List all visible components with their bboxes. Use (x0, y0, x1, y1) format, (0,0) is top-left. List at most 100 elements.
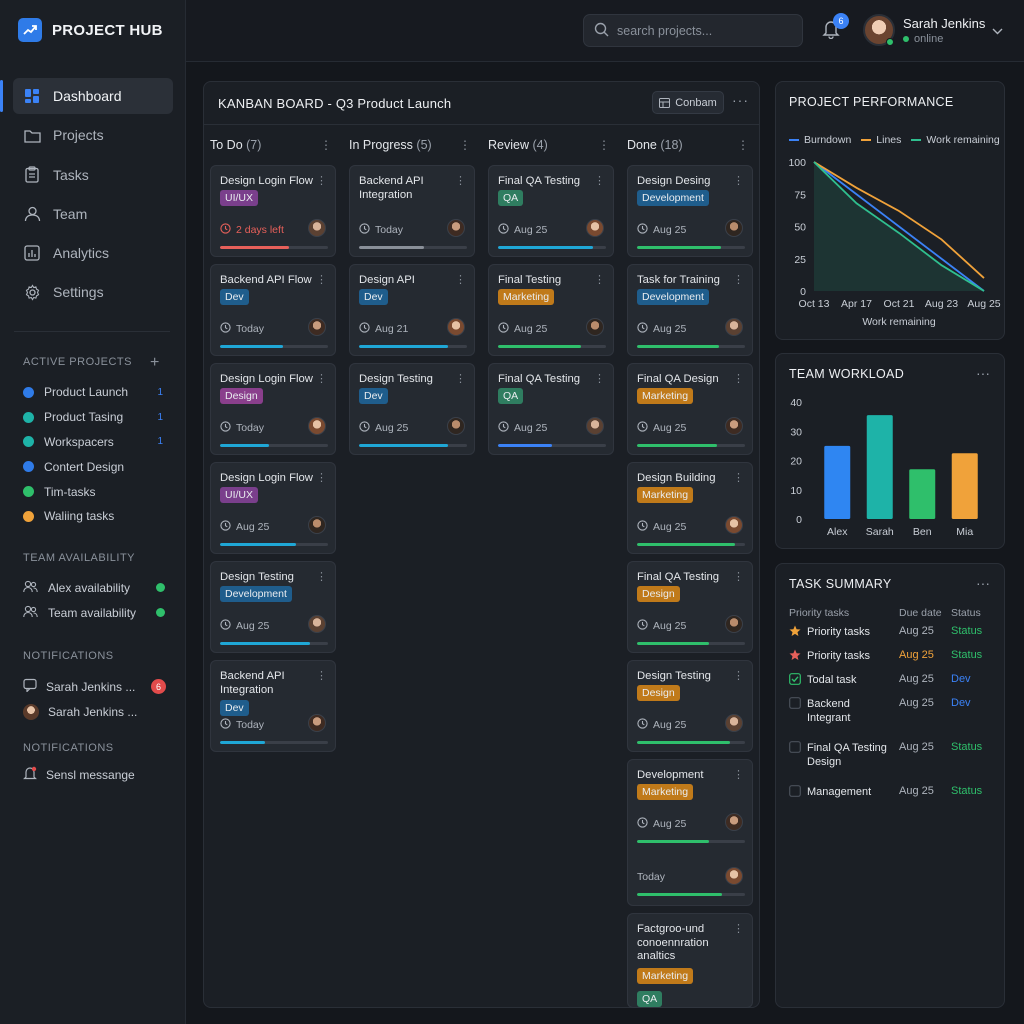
task-card[interactable]: Design Desing ⋮ Development Aug 25 (627, 165, 753, 257)
card-menu-icon[interactable]: ⋮ (733, 472, 744, 484)
task-card[interactable]: Final Testing ⋮ Marketing Aug 25 (488, 264, 614, 356)
assignee-avatar[interactable] (447, 417, 465, 435)
progress-fill (220, 642, 310, 645)
column-menu-icon[interactable]: ⋮ (459, 138, 471, 152)
notification-item[interactable]: Sarah Jenkins ... (23, 699, 168, 724)
project-item[interactable]: Product Launch 1 (23, 380, 168, 405)
nav-item-dashboard[interactable]: Dashboard (0, 78, 173, 114)
nav-item-tasks[interactable]: Tasks (13, 157, 173, 193)
card-menu-icon[interactable]: ⋮ (733, 769, 744, 781)
availability-item[interactable]: Team availability (23, 600, 168, 625)
assignee-avatar[interactable] (586, 417, 604, 435)
task-card[interactable]: Final QA Testing ⋮ Design Aug 25 (627, 561, 753, 653)
card-menu-icon[interactable]: ⋮ (316, 175, 327, 187)
card-menu-icon[interactable]: ⋮ (733, 571, 744, 583)
view-toggle-button[interactable]: Conbam (652, 91, 724, 114)
notification-item[interactable]: Sarah Jenkins ... 6 (23, 674, 168, 699)
assignee-avatar[interactable] (308, 714, 326, 732)
add-project-icon[interactable]: + (150, 354, 160, 371)
assignee-avatar[interactable] (725, 219, 743, 237)
task-card[interactable]: Backend API Flow ⋮ Dev Today (210, 264, 336, 356)
project-item[interactable]: Contert Design (23, 454, 168, 479)
task-card[interactable]: Design API ⋮ Dev Aug 21 (349, 264, 475, 356)
user-name[interactable]: Sarah Jenkins (903, 16, 986, 31)
project-item[interactable]: Workspacers 1 (23, 430, 168, 455)
task-card[interactable]: Final QA Testing ⋮ QA Aug 25 (488, 165, 614, 257)
card-menu-icon[interactable]: ⋮ (733, 670, 744, 682)
task-card[interactable]: Design Login Flow ⋮ UI/UX 2 days left (210, 165, 336, 257)
more-options-icon[interactable]: ··· (976, 365, 990, 381)
card-menu-icon[interactable]: ⋮ (316, 274, 327, 286)
assignee-avatar[interactable] (725, 417, 743, 435)
assignee-avatar[interactable] (447, 219, 465, 237)
checkbox-icon[interactable] (789, 741, 801, 753)
search-input[interactable] (617, 23, 787, 38)
card-menu-icon[interactable]: ⋮ (594, 373, 605, 385)
card-menu-icon[interactable]: ⋮ (455, 373, 466, 385)
assignee-avatar[interactable] (308, 516, 326, 534)
card-menu-icon[interactable]: ⋮ (455, 274, 466, 286)
project-item[interactable]: Waliing tasks (23, 504, 168, 529)
card-menu-icon[interactable]: ⋮ (455, 175, 466, 187)
nav-item-team[interactable]: Team (13, 196, 173, 232)
progress-bar (637, 444, 745, 447)
more-options-icon[interactable]: ··· (976, 575, 990, 591)
card-menu-icon[interactable]: ⋮ (316, 373, 327, 385)
progress-bar (637, 741, 745, 744)
card-menu-icon[interactable]: ⋮ (733, 274, 744, 286)
nav-item-analytics[interactable]: Analytics (13, 235, 173, 271)
card-menu-icon[interactable]: ⋮ (316, 571, 327, 583)
message-item[interactable]: Sensl messange (23, 762, 168, 787)
assignee-avatar[interactable] (725, 813, 743, 831)
search-box[interactable] (583, 14, 803, 47)
project-item[interactable]: Tim-tasks (23, 479, 168, 504)
chevron-down-icon[interactable] (992, 24, 1003, 38)
card-title: Design API (359, 274, 415, 286)
assignee-avatar[interactable] (308, 219, 326, 237)
assignee-avatar[interactable] (725, 867, 743, 885)
card-menu-icon[interactable]: ⋮ (733, 175, 744, 187)
assignee-avatar[interactable] (725, 516, 743, 534)
task-card[interactable]: Final QA Design ⋮ Marketing Aug 25 (627, 363, 753, 455)
assignee-avatar[interactable] (308, 417, 326, 435)
task-card[interactable]: Backend API Integration ⋮ Today (349, 165, 475, 257)
assignee-avatar[interactable] (447, 318, 465, 336)
card-menu-icon[interactable]: ⋮ (594, 274, 605, 286)
card-menu-icon[interactable]: ⋮ (594, 175, 605, 187)
card-menu-icon[interactable]: ⋮ (316, 472, 327, 484)
nav-item-settings[interactable]: Settings (13, 274, 173, 310)
assignee-avatar[interactable] (725, 714, 743, 732)
task-card[interactable]: Task for Training ⋮ Development Aug 25 (627, 264, 753, 356)
task-card[interactable]: Design Login Flow ⋮ Design Today (210, 363, 336, 455)
nav-item-projects[interactable]: Projects (13, 117, 173, 153)
checkbox-icon[interactable] (789, 785, 801, 797)
card-menu-icon[interactable]: ⋮ (733, 923, 744, 935)
more-options-icon[interactable]: ··· (732, 92, 749, 108)
card-menu-icon[interactable]: ⋮ (733, 373, 744, 385)
task-card[interactable]: Design Building ⋮ Marketing Aug 25 (627, 462, 753, 554)
column-menu-icon[interactable]: ⋮ (320, 138, 332, 152)
assignee-avatar[interactable] (308, 615, 326, 633)
assignee-avatar[interactable] (586, 219, 604, 237)
assignee-avatar[interactable] (725, 615, 743, 633)
task-name: Management (807, 786, 872, 798)
project-item[interactable]: Product Tasing 1 (23, 405, 168, 430)
task-card[interactable]: Final QA Testing ⋮ QA Aug 25 (488, 363, 614, 455)
app-logo[interactable]: PROJECT HUB (18, 18, 163, 42)
column-menu-icon[interactable]: ⋮ (598, 138, 610, 152)
task-card[interactable]: Factgroo-und conoennration analtics ⋮ Mark… (627, 913, 753, 1008)
assignee-avatar[interactable] (725, 318, 743, 336)
checked-box-icon[interactable] (789, 673, 801, 685)
column-menu-icon[interactable]: ⋮ (737, 138, 749, 152)
card-menu-icon[interactable]: ⋮ (316, 670, 327, 682)
task-card[interactable]: Design Login Flow ⋮ UI/UX Aug 25 (210, 462, 336, 554)
assignee-avatar[interactable] (586, 318, 604, 336)
task-card[interactable]: Design Testing ⋮ Development Aug 25 (210, 561, 336, 653)
task-card[interactable]: Backend API Integration ⋮ Dev Today (210, 660, 336, 752)
availability-item[interactable]: Alex availability (23, 575, 168, 600)
task-card[interactable]: Design Testing ⋮ Dev Aug 25 (349, 363, 475, 455)
checkbox-icon[interactable] (789, 697, 801, 709)
task-card[interactable]: Design Testing ⋮ Design Aug 25 (627, 660, 753, 752)
assignee-avatar[interactable] (308, 318, 326, 336)
